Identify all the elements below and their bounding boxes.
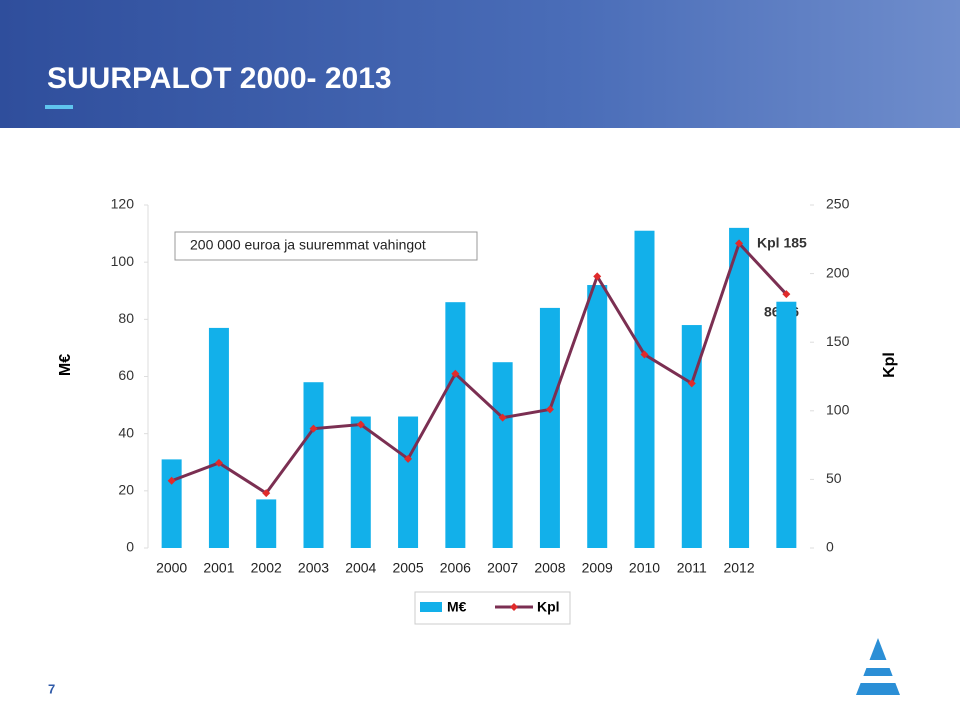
x-tick-label: 2001 [203,560,234,576]
legend-swatch [510,603,518,611]
y2-tick-label: 100 [826,402,850,418]
annotation: Kpl 185 [757,235,807,251]
x-tick-label: 2000 [156,560,187,576]
x-tick-label: 2009 [582,560,613,576]
logo [856,638,900,695]
y-tick-label: 60 [118,367,134,383]
marker [498,413,507,422]
bar [445,302,466,548]
annotation-box [174,231,478,261]
y2-axis-label: Kpl [881,352,898,378]
x-tick-label: 2010 [629,560,660,576]
bar [776,301,797,548]
marker [545,405,554,414]
x-tick-label: 2003 [298,560,329,576]
slide-title: SUURPALOT 2000- 2013 [47,62,392,95]
x-tick-label: 2008 [534,560,565,576]
y-tick-label: 100 [111,253,135,269]
x-tick-label: 2002 [251,560,282,576]
legend-swatch [420,602,442,612]
y2-tick-label: 200 [826,264,850,280]
bar [303,382,324,548]
page-number: 7 [48,681,55,696]
x-tick-label: 2007 [487,560,518,576]
title-underline [45,105,73,109]
marker [167,476,176,485]
bar [539,307,560,548]
bar [208,327,229,548]
y2-tick-label: 150 [826,333,850,349]
bar [350,416,371,548]
bar [587,285,608,548]
x-tick-label: 2006 [440,560,471,576]
marker [262,489,271,498]
marker [404,454,413,463]
marker [593,272,602,281]
x-tick-label: 2011 [677,560,707,576]
x-tick-label: 2004 [345,560,376,576]
legend-label: Kpl [537,599,560,615]
x-tick-label: 2012 [723,560,754,576]
legend-label: M€ [447,599,467,615]
bar [161,459,182,548]
marker [451,369,460,378]
marker [687,379,696,388]
marker [782,290,791,299]
y2-tick-label: 0 [826,539,834,555]
y-tick-label: 40 [118,424,134,440]
bar [398,416,419,548]
y-tick-label: 80 [118,310,134,326]
marker [309,424,318,433]
annotation: 200 000 euroa ja suuremmat vahingot [190,237,426,253]
line [171,240,788,496]
bar [634,230,655,548]
header-band [0,0,960,128]
x-tick-label: 2005 [392,560,423,576]
y-tick-label: 120 [111,196,135,212]
marker [214,458,223,467]
marker [356,420,365,429]
marker [735,239,744,248]
bar [729,227,750,548]
bar [256,499,277,548]
marker [640,350,649,359]
y2-tick-label: 50 [826,470,842,486]
y-tick-label: 0 [126,539,134,555]
y-axis-label: M€ [57,354,74,376]
bar [492,362,513,548]
y-tick-label: 20 [118,482,134,498]
y2-tick-label: 250 [826,196,850,212]
